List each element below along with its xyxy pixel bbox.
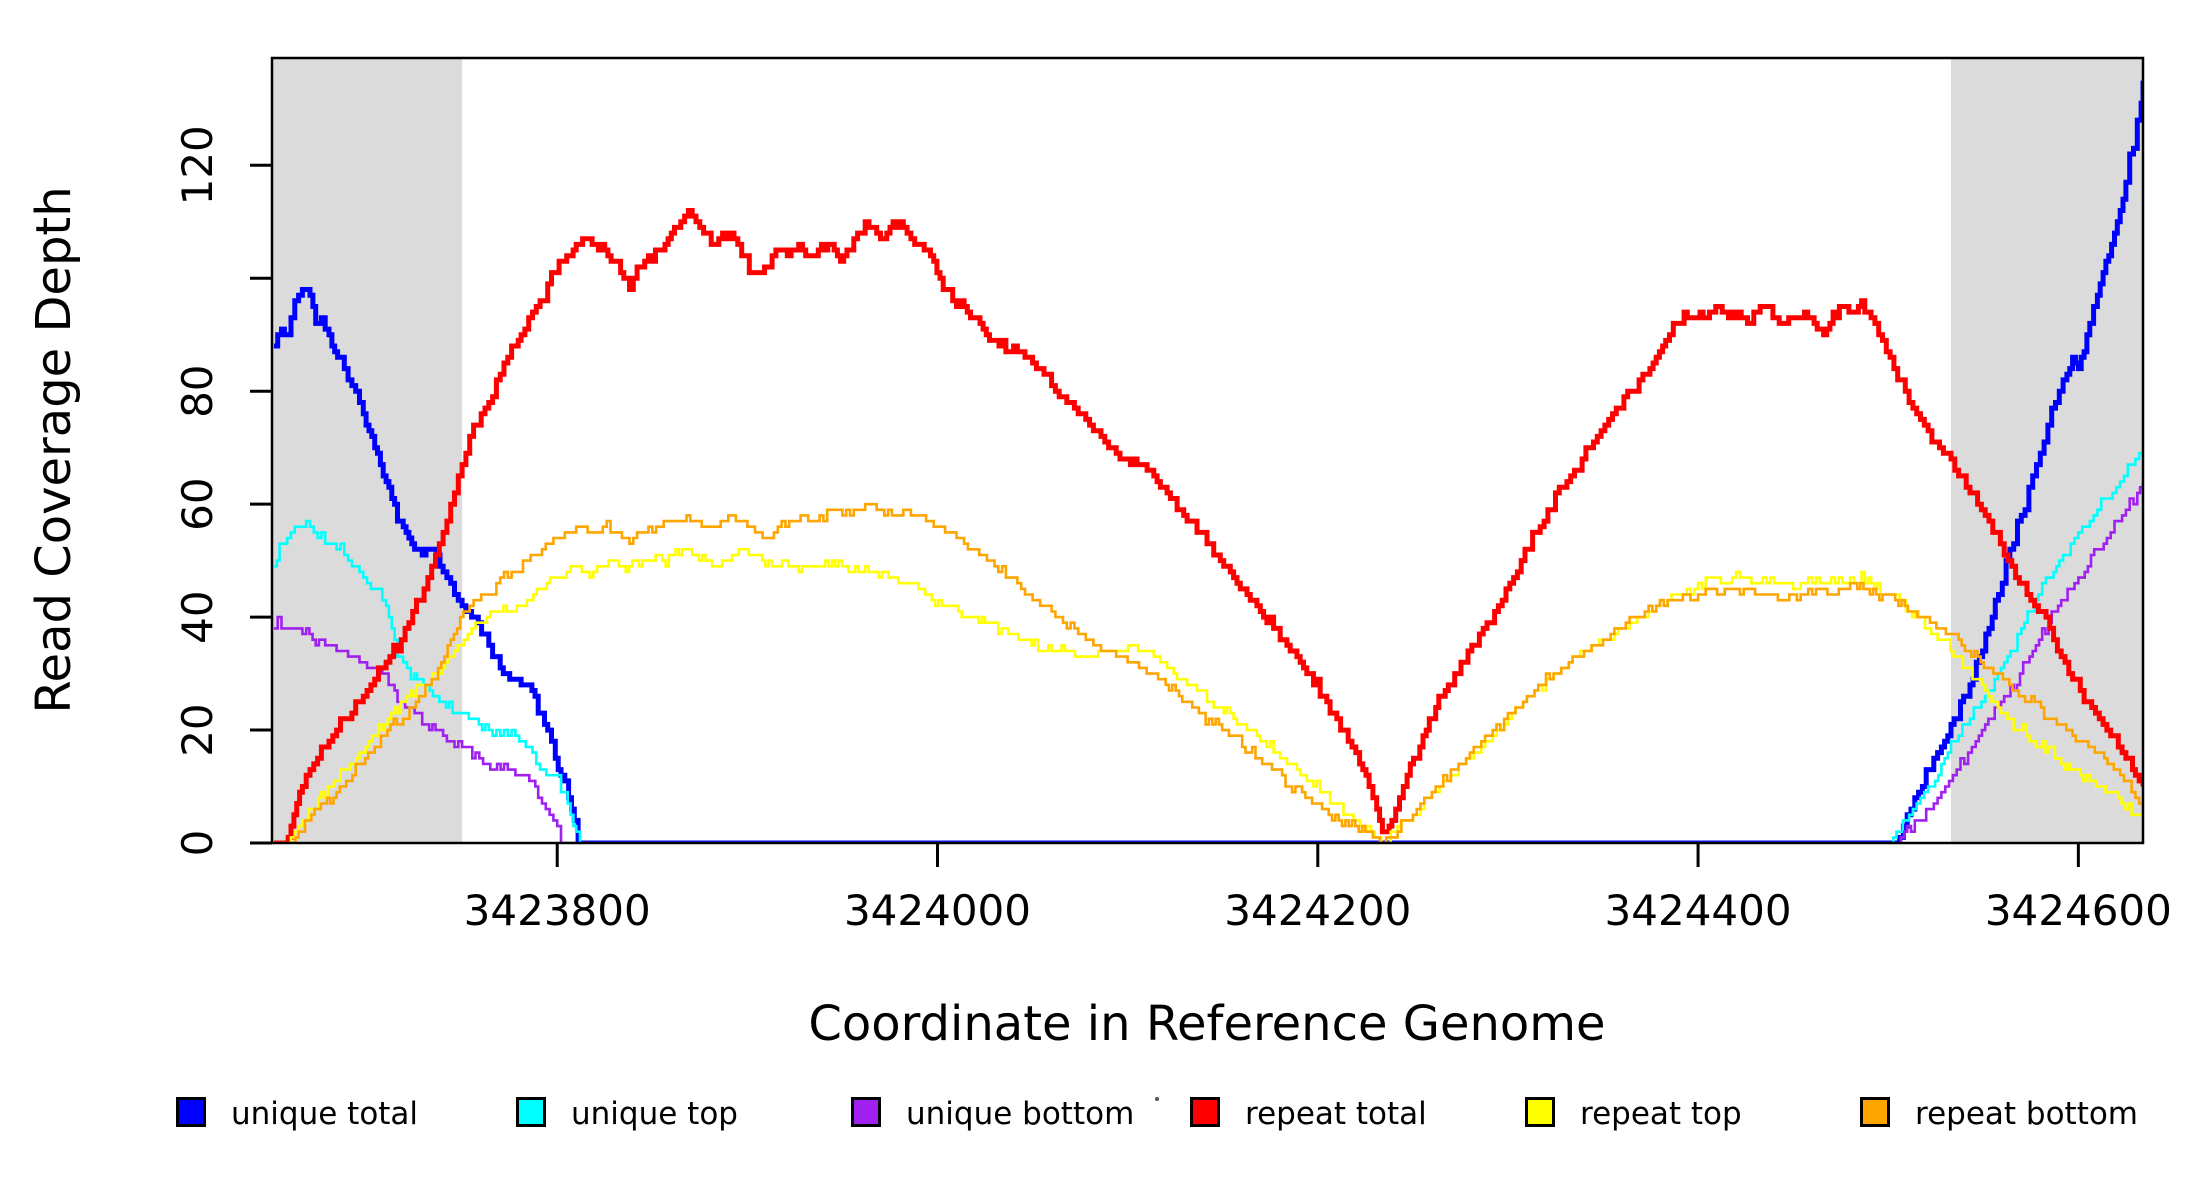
- legend-swatch-icon: [1190, 1097, 1220, 1127]
- legend-swatch-icon: [851, 1097, 881, 1127]
- axes: 0 20 40 60 80 120 3423800 3424000 3424200 3424400…: [173, 125, 2172, 935]
- y-tick-label: 60: [173, 477, 222, 530]
- legend-swatch-icon: [516, 1097, 546, 1127]
- x-tick-label: 3424600: [1985, 886, 2172, 935]
- legend-label: unique top: [571, 1096, 738, 1132]
- legend-label: repeat total: [1245, 1096, 1427, 1132]
- y-tick-label: 40: [173, 590, 222, 643]
- legend-swatch-icon: [1860, 1097, 1890, 1127]
- y-tick-label: 20: [173, 703, 222, 756]
- legend-label: unique bottom: [906, 1096, 1135, 1132]
- x-tick-label: 3424400: [1605, 886, 1792, 935]
- plot-border: [270, 56, 2145, 845]
- x-axis-title: Coordinate in Reference Genome: [808, 996, 1605, 1052]
- legend-label: repeat bottom: [1915, 1096, 2139, 1132]
- series-unique-bottom: [273, 481, 2143, 843]
- y-tick-label: 80: [173, 364, 222, 417]
- y-tick-label: 0: [173, 830, 222, 857]
- series-unique-total: [273, 80, 2143, 843]
- x-tick-label: 3424000: [844, 886, 1031, 935]
- legend-swatch-icon: [1525, 1097, 1555, 1127]
- legend-label: repeat top: [1580, 1096, 1742, 1132]
- shaded-region: [272, 58, 463, 843]
- legend: unique total unique top unique bottom repea…: [0, 1088, 2200, 1148]
- shaded-region: [1950, 58, 2143, 843]
- series-unique-top: [273, 447, 2143, 843]
- series-lines: [273, 80, 2143, 843]
- legend-swatch-icon: [176, 1097, 206, 1127]
- series-repeat-bottom: [273, 502, 2143, 843]
- stray-mark: [1155, 1097, 1159, 1101]
- x-tick-label: 3423800: [464, 886, 651, 935]
- x-tick-label: 3424200: [1224, 886, 1411, 935]
- series-repeat-top: [273, 548, 2143, 843]
- y-tick-label: 120: [173, 125, 222, 205]
- series-repeat-total: [273, 208, 2143, 843]
- shaded-regions: [272, 58, 2143, 843]
- legend-label: unique total: [231, 1096, 419, 1132]
- y-axis-title: Read Coverage Depth: [26, 186, 82, 713]
